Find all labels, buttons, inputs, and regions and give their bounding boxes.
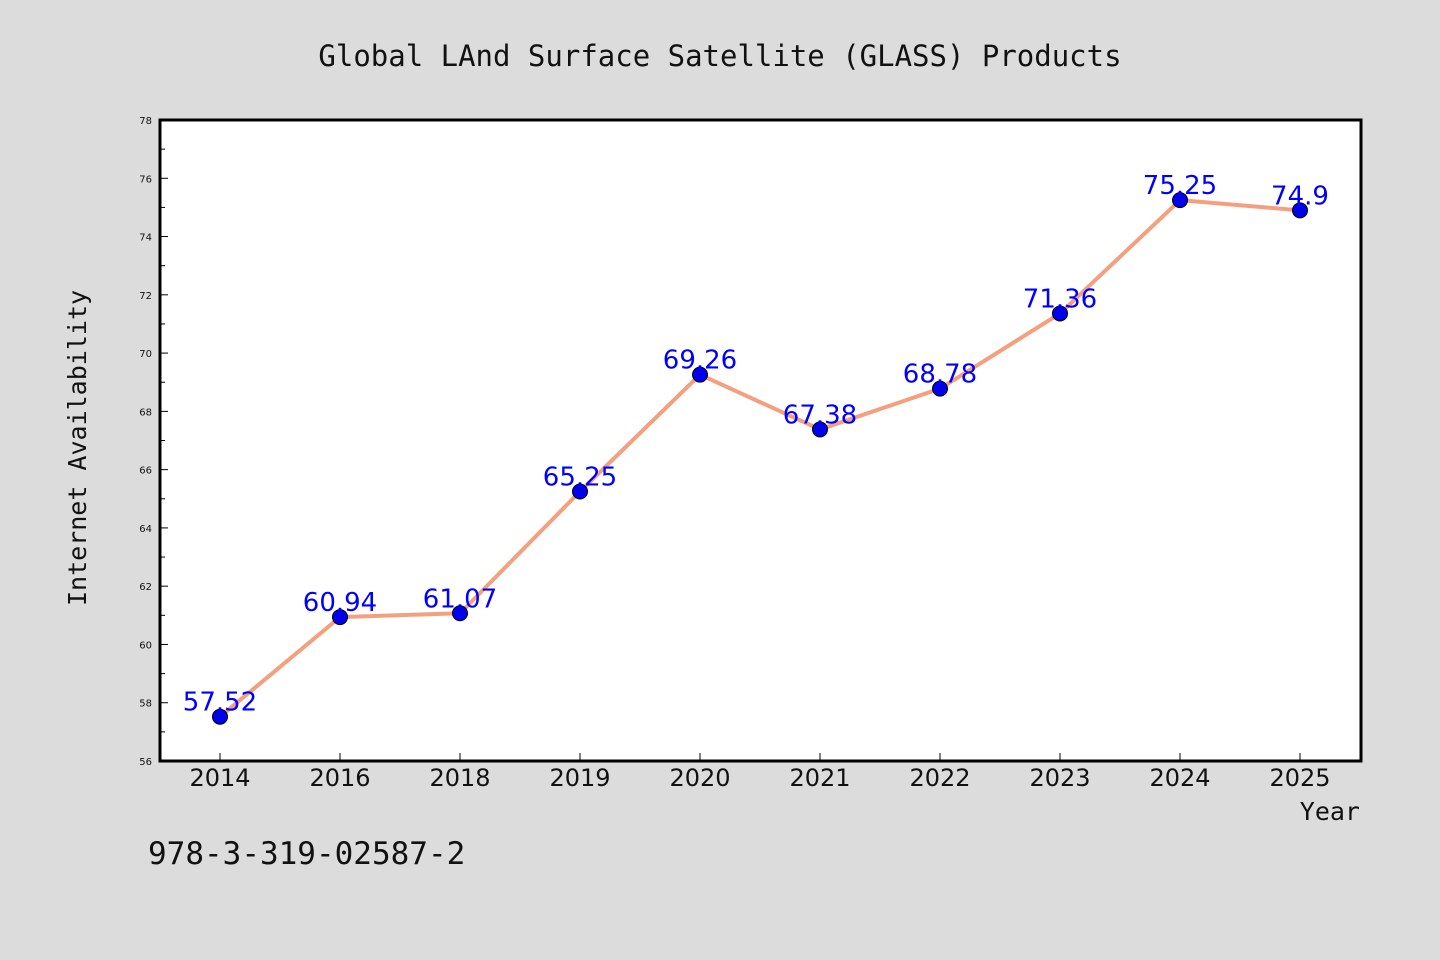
- x-tick-label: 2016: [309, 764, 370, 792]
- x-tick-label: 2023: [1029, 764, 1090, 792]
- x-tick-label: 2022: [909, 764, 970, 792]
- series-line: [218, 198, 1301, 719]
- data-point: [932, 380, 948, 397]
- x-tick-label: 2014: [189, 764, 250, 792]
- data-label: 74.9: [1271, 181, 1329, 211]
- data-point: [1172, 192, 1188, 209]
- data-point: [572, 483, 588, 500]
- y-tick-label: 74: [139, 233, 152, 244]
- y-tick-label: 78: [139, 116, 152, 127]
- y-tick-label: 70: [139, 349, 152, 360]
- y-tick-label: 66: [139, 466, 152, 477]
- y-tick-label: 64: [139, 524, 152, 535]
- y-tick-label: 56: [139, 757, 152, 768]
- data-labels: 57.52 60.94 61.07 65.25 69.26 67.38 68.78 71.36…: [183, 171, 1329, 718]
- data-point: [452, 605, 468, 622]
- data-points: [212, 192, 1308, 725]
- x-tick-label: 2024: [1149, 764, 1210, 792]
- y-tick-label: 76: [139, 174, 152, 185]
- x-tick-label: 2019: [549, 764, 610, 792]
- y-tick-label: 68: [139, 407, 152, 418]
- footnote: 978-3-319-02587-2: [148, 836, 465, 872]
- chart-title: Global LAnd Surface Satellite (GLASS) Pr…: [318, 39, 1121, 73]
- data-label: 69.26: [663, 346, 737, 376]
- y-tick-label: 62: [139, 582, 152, 593]
- data-label: 60.94: [303, 588, 377, 618]
- data-label: 67.38: [783, 400, 857, 430]
- data-label: 75.25: [1143, 171, 1217, 201]
- x-tick-label: 2020: [669, 764, 730, 792]
- y-tick-label: 72: [139, 291, 152, 302]
- data-point: [212, 708, 228, 725]
- x-tick-label: 2021: [789, 764, 850, 792]
- data-label: 71.36: [1023, 284, 1097, 314]
- data-label: 65.25: [543, 462, 617, 492]
- data-point: [332, 609, 348, 626]
- y-tick-label: 58: [139, 699, 152, 710]
- x-axis: 2014 2016 2018 2019 2020 2021 2022 2023 2024 2025: [189, 753, 1331, 792]
- x-axis-label: Year: [1300, 797, 1360, 826]
- x-tick-label: 2018: [429, 764, 490, 792]
- y-tick-label: 60: [139, 640, 152, 651]
- data-point: [692, 366, 708, 383]
- data-label: 61.07: [423, 584, 497, 614]
- data-point: [812, 421, 828, 438]
- plot-area: [158, 118, 1363, 763]
- data-point: [1052, 305, 1068, 322]
- y-axis: 56 58 60 62 64 66 68 70 72 74 76 78: [139, 116, 168, 768]
- y-axis-label: Internet Availability: [63, 290, 92, 606]
- data-label: 57.52: [183, 688, 257, 718]
- data-label: 68.78: [903, 360, 977, 390]
- data-point: [1292, 202, 1308, 219]
- x-tick-label: 2025: [1269, 764, 1330, 792]
